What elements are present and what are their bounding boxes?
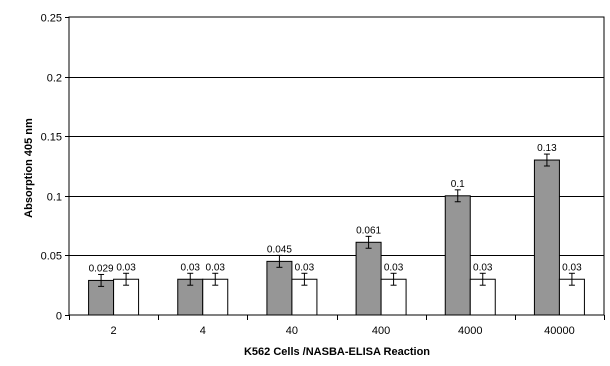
y-tick-label: 0.2 (47, 73, 62, 85)
data-label: 0.03 (116, 262, 136, 273)
x-tick-label: 400 (372, 325, 390, 337)
data-label: 0.03 (181, 262, 201, 273)
bar (355, 241, 382, 316)
data-label: 0.061 (356, 225, 381, 236)
axes (65, 17, 605, 320)
plot-frame (68, 16, 605, 316)
y-tick-label: 0.25 (41, 13, 62, 25)
data-label: 0.03 (295, 262, 315, 273)
data-label: 0.03 (473, 262, 493, 273)
x-tick-label: 2 (111, 325, 117, 337)
data-label: 0.03 (206, 262, 226, 273)
bar (533, 159, 560, 316)
data-label: 0.029 (89, 263, 114, 274)
y-tick-label: 0.1 (47, 192, 62, 204)
x-tick-label: 4000 (458, 325, 482, 337)
data-label: 0.03 (562, 262, 582, 273)
bar (266, 260, 293, 316)
y-tick-label: 0.05 (41, 251, 62, 263)
data-label: 0.13 (537, 143, 557, 154)
grid-lines (68, 16, 605, 316)
data-label: 0.045 (267, 244, 292, 255)
bars (88, 153, 585, 316)
bar (177, 278, 204, 316)
data-label: 0.03 (384, 262, 404, 273)
y-tick-label: 0 (56, 311, 62, 323)
y-axis-title: Absorption 405 nm (23, 118, 35, 218)
data-label: 0.1 (451, 179, 465, 190)
x-tick-label: 40 (286, 325, 298, 337)
y-tick-label: 0.15 (41, 132, 62, 144)
x-axis-title: K562 Cells /NASBA-ELISA Reaction (244, 346, 430, 358)
bar (444, 195, 471, 316)
x-tick-label: 4 (200, 325, 206, 337)
x-tick-label: 40000 (544, 325, 575, 337)
